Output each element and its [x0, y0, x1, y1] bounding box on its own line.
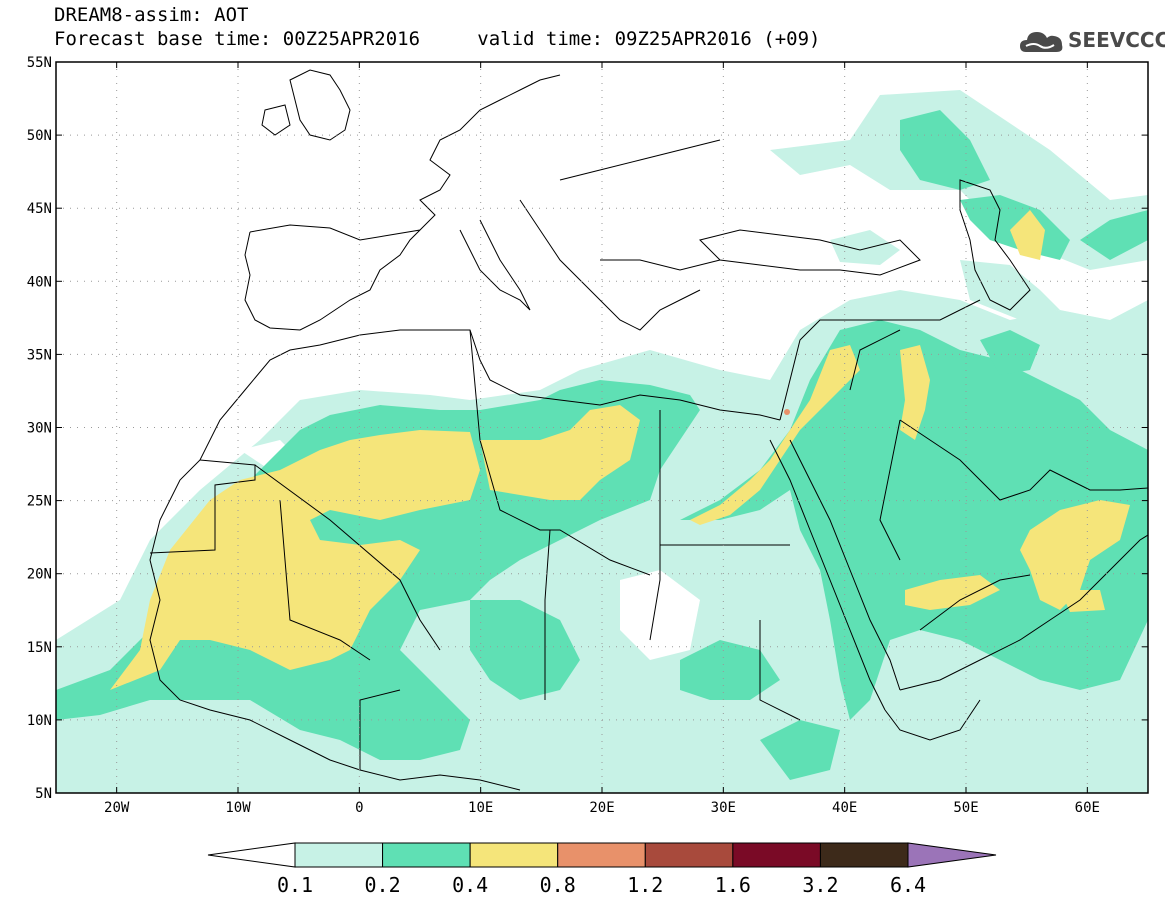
map-title: DREAM8-assim: AOT: [54, 4, 249, 26]
valid-time-label: valid time:: [477, 28, 604, 50]
logo-text: SEEVCCC: [1068, 28, 1165, 52]
colorbar-box: [557, 842, 646, 868]
colorbar-label: 0.8: [540, 873, 576, 897]
lat-tick-label: 10N: [27, 713, 52, 729]
colorbar-arrow-low: [207, 842, 296, 868]
lat-tick-label: 30N: [27, 421, 52, 437]
lon-tick-label: 50E: [953, 800, 978, 816]
colorbar-box: [294, 842, 384, 868]
colorbar-box: [732, 842, 821, 868]
colorbar-label: 3.2: [802, 873, 838, 897]
colorbar-label: 0.2: [365, 873, 401, 897]
lon-tick-label: 20E: [589, 800, 614, 816]
seevccc-logo: SEEVCCC: [1018, 22, 1165, 62]
lat-tick-label: 40N: [27, 274, 52, 290]
colorbar-box: [644, 842, 734, 868]
lat-tick-label: 35N: [27, 347, 52, 363]
valid-time: 09Z25APR2016 (+09): [614, 28, 821, 50]
base-time-label: Forecast base time:: [54, 28, 272, 50]
colorbar-label: 0.1: [277, 873, 313, 897]
lat-tick-label: 5N: [35, 786, 52, 802]
colorbar-arrow-high: [907, 842, 997, 868]
lon-tick-label: 60E: [1075, 800, 1100, 816]
axis-ticks: 20W 10W 0 10E 20E 30E 40E 50E 60E 55N 50N 45N 40N 35N…: [27, 55, 1148, 816]
colorbar-label: 0.4: [452, 873, 488, 897]
lat-tick-label: 20N: [27, 567, 52, 583]
colorbar-label: 1.2: [627, 873, 663, 897]
lon-tick-label: 40E: [832, 800, 857, 816]
gridlines: [56, 61, 1148, 794]
coastlines: [149, 69, 1148, 791]
lon-tick-label: 30E: [711, 800, 736, 816]
lat-tick-label: 45N: [27, 201, 52, 217]
aot-shading: [56, 90, 1148, 793]
colorbar-label: 6.4: [890, 873, 926, 897]
cloud-logo-icon: [1020, 32, 1063, 52]
colorbar-box: [819, 842, 909, 868]
lon-tick-label: 10E: [468, 800, 493, 816]
lat-tick-label: 50N: [27, 128, 52, 144]
base-time: 00Z25APR2016: [282, 28, 421, 50]
colorbar-box: [382, 842, 471, 868]
colorbar-box: [469, 842, 559, 868]
lat-tick-label: 15N: [27, 640, 52, 656]
map-subtitle: Forecast base time: 00Z25APR2016 valid t…: [54, 28, 820, 50]
lon-tick-label: 10W: [225, 800, 251, 816]
lat-tick-label: 55N: [27, 55, 52, 71]
colorbar: 0.1 0.2 0.4 0.8 1.2 1.6 3.2 6.4: [207, 842, 997, 897]
lat-tick-label: 25N: [27, 494, 52, 510]
lon-tick-label: 0: [355, 800, 363, 816]
colorbar-label: 1.6: [715, 873, 751, 897]
lon-tick-label: 20W: [104, 800, 130, 816]
